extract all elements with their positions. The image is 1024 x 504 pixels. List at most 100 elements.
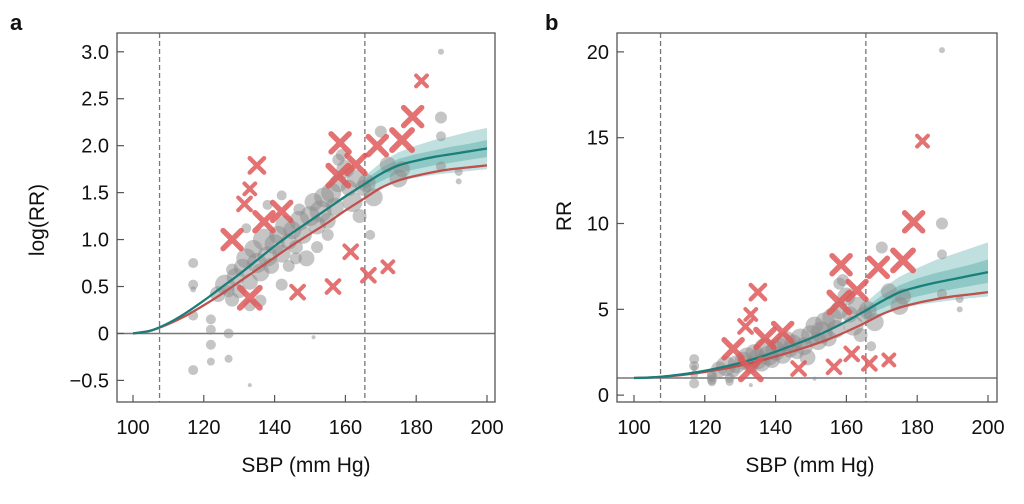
outlier-cross (342, 243, 360, 261)
cross-stroke (344, 152, 368, 177)
outlier-cross (737, 318, 754, 335)
study-point (205, 314, 216, 325)
study-point (454, 167, 463, 176)
study-point (938, 47, 945, 54)
plot-frame (616, 32, 998, 403)
study-point (936, 249, 947, 260)
red-curve (132, 164, 488, 335)
panel-b: b RR SBP (mm Hg) 100 120 140 160 180 20005101… (545, 10, 1005, 477)
study-point (865, 313, 884, 332)
x-tick-label: 200 (971, 417, 1004, 439)
study-point (325, 197, 344, 216)
study-point (866, 341, 877, 352)
cross-stroke (325, 162, 352, 189)
cross-stroke (380, 259, 396, 275)
outlier-cross (380, 259, 396, 275)
study-point (311, 335, 316, 340)
y-tick-label: 2.0 (81, 136, 109, 158)
outlier-cross (748, 282, 768, 302)
study-point (833, 277, 846, 290)
plot-frame (116, 32, 496, 403)
study-point (293, 225, 312, 244)
y-tick-label: 10 (587, 214, 609, 236)
x-tick-label: 180 (400, 417, 433, 439)
outlier-cross (365, 133, 390, 158)
y-tick-label: 15 (587, 128, 609, 150)
cross-stroke (389, 127, 415, 153)
cross-stroke (861, 355, 878, 372)
x-tick-label: 120 (187, 417, 220, 439)
study-point (689, 354, 700, 365)
plot-area: 100 120 140 160 180 200 −0.5 0 0.5 1.0 1.5 2.0 2.5 3.… (70, 32, 504, 439)
outlier-cross (269, 199, 294, 224)
study-point (224, 354, 233, 363)
study-point (298, 250, 315, 267)
cross-stroke (236, 284, 263, 311)
cross-stroke (220, 227, 244, 252)
y-tick-label: 0 (98, 323, 109, 345)
outlier-cross (721, 337, 745, 361)
study-point (188, 279, 199, 290)
cross-stroke (360, 266, 377, 284)
study-point (707, 378, 716, 387)
outlier-cross (289, 283, 306, 301)
outlier-cross (890, 247, 916, 274)
study-point (226, 263, 239, 276)
y-tick-label: 0 (598, 385, 609, 407)
y-axis-label: log(RR) (26, 184, 49, 256)
outlier-cross (389, 127, 415, 153)
study-point (437, 48, 444, 55)
outlier-cross (825, 358, 843, 376)
cross-stroke (737, 356, 764, 383)
outlier-cross (220, 227, 244, 252)
study-point (434, 111, 447, 124)
panel-a: a log(RR) SBP (mm Hg) 100 120 140 160 180 200… (10, 10, 504, 477)
cross-stroke (881, 352, 897, 368)
study-point (288, 240, 303, 255)
y-tick-label: 1.5 (81, 183, 109, 205)
cross-stroke (414, 73, 429, 89)
outlier-cross (252, 209, 276, 234)
study-point (289, 252, 302, 265)
outlier-cross (843, 345, 861, 363)
cross-stroke (289, 283, 306, 301)
cross-stroke (242, 181, 258, 197)
y-tick-label: 5 (598, 299, 609, 321)
study-point (332, 153, 345, 166)
outlier-cross (236, 284, 263, 311)
study-point (435, 161, 446, 172)
outlier-cross (915, 133, 930, 149)
study-point (365, 229, 376, 240)
plot-area: 100 120 140 160 180 200 0 5 10 15 20 (587, 32, 1005, 439)
outlier-cross (360, 266, 377, 284)
outlier-cross (737, 356, 764, 383)
y-tick-label: 2.5 (81, 89, 109, 111)
study-point (352, 209, 367, 224)
y-tick-label: 20 (587, 42, 609, 64)
outlier-cross (242, 181, 258, 197)
outlier-cross (236, 195, 253, 213)
cross-stroke (748, 282, 768, 302)
outlier-cross (328, 131, 352, 155)
study-point (689, 378, 700, 389)
cross-stroke (825, 358, 843, 376)
study-point (955, 295, 964, 304)
cross-stroke (342, 243, 360, 261)
study-point (935, 217, 948, 230)
outlier-cross (344, 152, 368, 177)
study-point (190, 286, 197, 293)
cross-stroke (845, 278, 869, 303)
outlier-cross (324, 278, 342, 295)
cross-stroke (890, 247, 916, 274)
study-point (812, 376, 817, 381)
y-tick-label: 3.0 (81, 42, 109, 64)
cross-stroke (328, 131, 352, 155)
y-axis-label: RR (553, 201, 576, 231)
outlier-cross (247, 155, 267, 175)
cross-stroke (721, 337, 745, 361)
outlier-cross (829, 252, 853, 277)
outlier-cross (743, 307, 759, 322)
x-tick-label: 140 (759, 417, 792, 439)
outlier-cross (826, 289, 853, 316)
